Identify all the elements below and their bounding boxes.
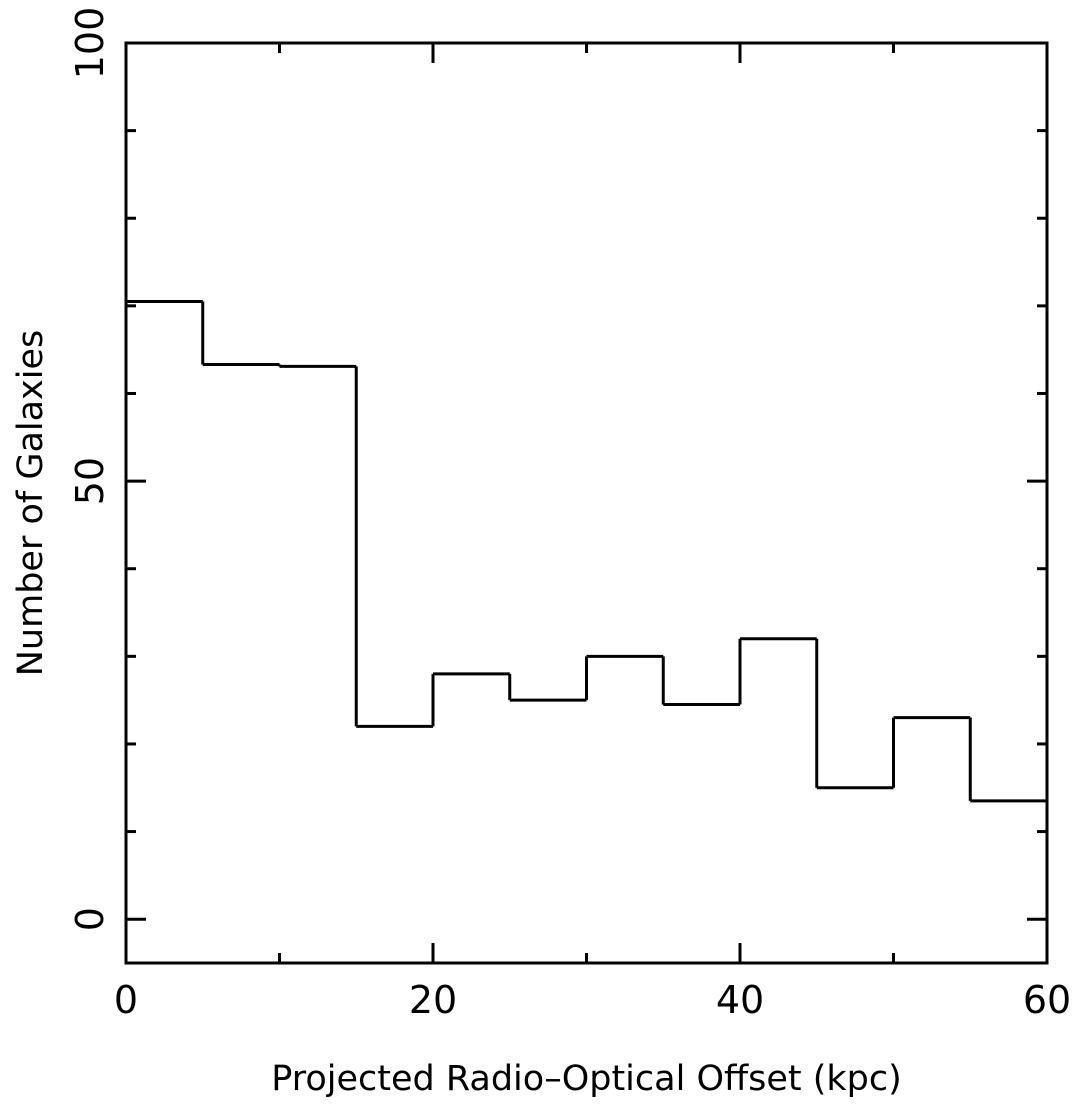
y-tick-label: 100 xyxy=(68,7,112,80)
histogram-bar xyxy=(815,638,894,790)
plot-frame xyxy=(124,41,1049,965)
tick-labels: 0 20 40 60 0 50 100 xyxy=(68,7,1071,1022)
y-tick-label: 0 xyxy=(68,907,112,931)
x-tick-label: 60 xyxy=(1023,978,1071,1022)
histogram-bars xyxy=(126,299,1047,803)
y-axis-label: Number of Galaxies xyxy=(11,330,51,677)
histogram-bar xyxy=(201,301,280,367)
y-tick-label: 50 xyxy=(68,457,112,505)
histogram-bar xyxy=(585,654,664,701)
x-tick-label: 20 xyxy=(409,978,457,1022)
histogram-bar xyxy=(968,717,1047,803)
histogram-bar xyxy=(738,637,817,705)
histogram-bar xyxy=(431,672,510,727)
histogram-bar xyxy=(278,364,357,368)
x-tick-label: 40 xyxy=(716,978,764,1022)
histogram-bar xyxy=(508,673,587,702)
histogram-bar xyxy=(661,656,740,707)
histogram-bar xyxy=(354,366,433,728)
ticks-layer xyxy=(124,41,1049,963)
x-tick-label: 0 xyxy=(114,978,138,1022)
histogram-bar xyxy=(892,716,971,788)
x-axis-label: Projected Radio–Optical Offset (kpc) xyxy=(271,1059,902,1099)
